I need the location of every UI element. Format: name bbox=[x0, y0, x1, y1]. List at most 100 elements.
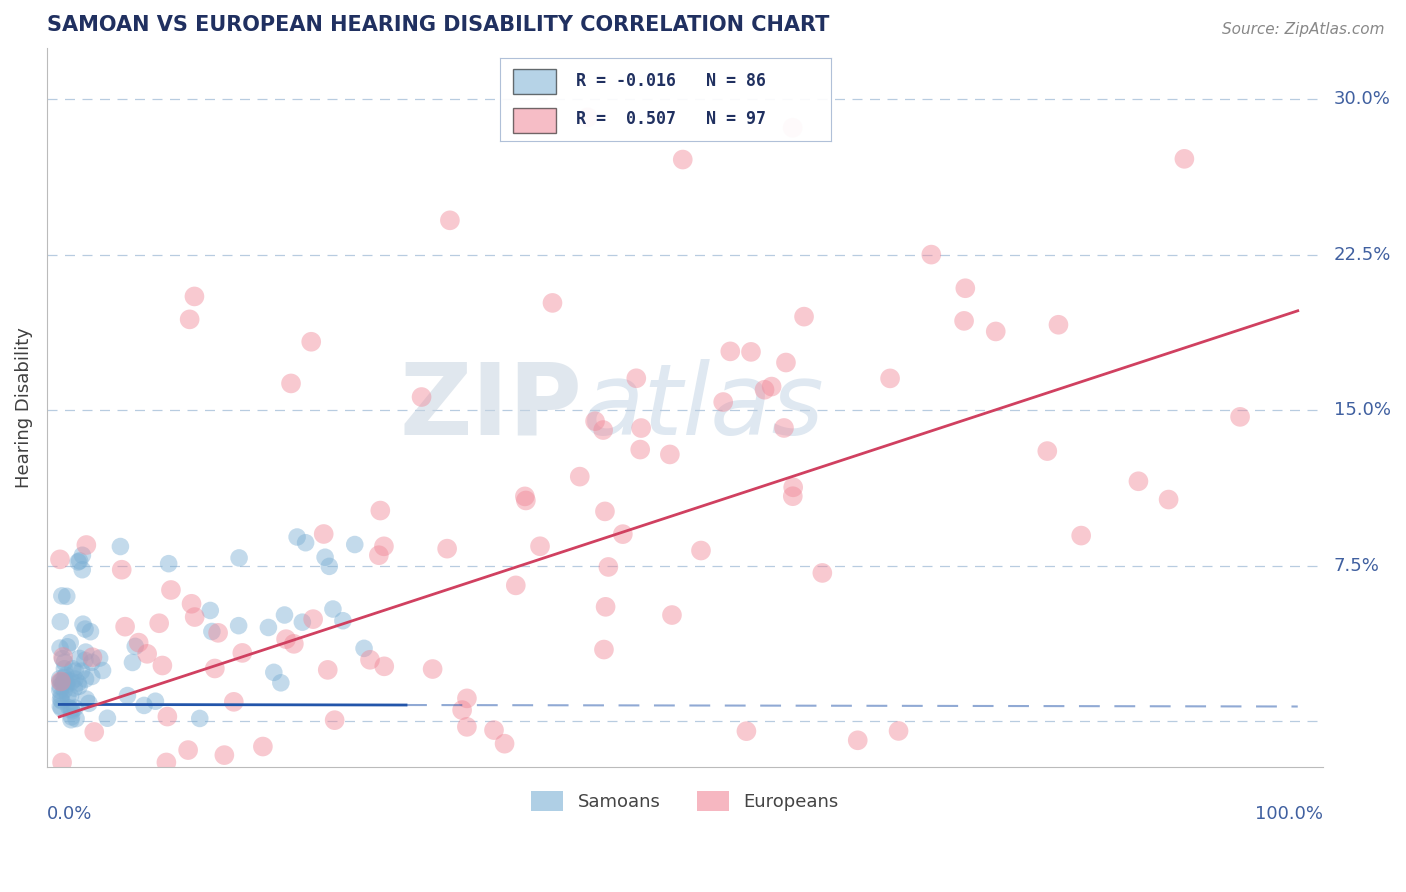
Point bbox=[513, 489, 536, 503]
Point bbox=[51, 756, 73, 770]
Point bbox=[422, 662, 444, 676]
Point bbox=[150, 658, 173, 673]
Point bbox=[222, 695, 245, 709]
Text: 100.0%: 100.0% bbox=[1254, 805, 1323, 823]
Point bbox=[314, 550, 336, 565]
Point bbox=[630, 421, 652, 435]
Point bbox=[183, 289, 205, 303]
Point bbox=[53, 683, 76, 698]
Point bbox=[65, 712, 87, 726]
Point bbox=[353, 641, 375, 656]
Point bbox=[124, 640, 146, 654]
Point bbox=[83, 725, 105, 739]
Point bbox=[793, 310, 815, 324]
Point bbox=[75, 645, 97, 659]
Point bbox=[451, 703, 474, 717]
Point bbox=[299, 334, 322, 349]
Point bbox=[456, 720, 478, 734]
Point bbox=[156, 709, 179, 723]
Point bbox=[283, 637, 305, 651]
Point bbox=[1036, 444, 1059, 458]
Point bbox=[1047, 318, 1070, 332]
Point bbox=[285, 530, 308, 544]
Point bbox=[53, 675, 76, 690]
Point bbox=[373, 539, 395, 553]
Point bbox=[439, 213, 461, 227]
Text: SAMOAN VS EUROPEAN HEARING DISABILITY CORRELATION CHART: SAMOAN VS EUROPEAN HEARING DISABILITY CO… bbox=[46, 15, 830, 35]
Point bbox=[55, 590, 77, 604]
Point bbox=[52, 649, 75, 664]
Point bbox=[55, 668, 77, 682]
Point bbox=[49, 674, 72, 689]
Point bbox=[294, 535, 316, 549]
Text: 7.5%: 7.5% bbox=[1334, 557, 1379, 574]
Point bbox=[63, 672, 86, 686]
Point bbox=[1070, 528, 1092, 542]
Point bbox=[49, 680, 72, 694]
Point bbox=[368, 503, 391, 517]
Point bbox=[160, 582, 183, 597]
Point bbox=[231, 646, 253, 660]
Point bbox=[204, 661, 226, 675]
Point bbox=[67, 555, 90, 569]
Point bbox=[953, 314, 976, 328]
Text: 15.0%: 15.0% bbox=[1334, 401, 1391, 419]
Point bbox=[332, 614, 354, 628]
Point bbox=[49, 689, 72, 703]
Point bbox=[75, 672, 97, 686]
Point bbox=[69, 554, 91, 568]
Point bbox=[145, 694, 167, 708]
Point bbox=[56, 640, 79, 654]
Text: 22.5%: 22.5% bbox=[1334, 246, 1391, 264]
Point bbox=[626, 371, 648, 385]
Point bbox=[740, 344, 762, 359]
Point bbox=[53, 655, 76, 669]
Point bbox=[157, 557, 180, 571]
Point bbox=[62, 662, 84, 676]
Point bbox=[77, 697, 100, 711]
Point bbox=[136, 647, 159, 661]
Point bbox=[56, 690, 79, 704]
Point bbox=[661, 608, 683, 623]
Point bbox=[322, 602, 344, 616]
Point bbox=[75, 692, 97, 706]
Legend: Samoans, Europeans: Samoans, Europeans bbox=[523, 783, 846, 819]
Point bbox=[529, 539, 551, 553]
Point bbox=[775, 355, 797, 369]
Point bbox=[690, 543, 713, 558]
Point bbox=[984, 325, 1007, 339]
Point bbox=[343, 537, 366, 551]
Point bbox=[72, 617, 94, 632]
Point bbox=[80, 669, 103, 683]
Point bbox=[359, 653, 381, 667]
Point bbox=[494, 737, 516, 751]
Point bbox=[200, 603, 222, 617]
Point bbox=[593, 642, 616, 657]
Point bbox=[67, 679, 90, 693]
Point bbox=[75, 538, 97, 552]
Point bbox=[568, 469, 591, 483]
Point bbox=[177, 743, 200, 757]
Point bbox=[155, 756, 177, 770]
Point bbox=[60, 702, 83, 716]
Point bbox=[274, 632, 297, 647]
Point bbox=[592, 423, 614, 437]
Point bbox=[89, 651, 111, 665]
Point bbox=[482, 723, 505, 737]
Point bbox=[576, 111, 599, 125]
Point bbox=[263, 665, 285, 680]
Point bbox=[658, 447, 681, 461]
Point bbox=[257, 620, 280, 634]
Point bbox=[49, 683, 72, 698]
Point bbox=[316, 663, 339, 677]
Text: atlas: atlas bbox=[582, 359, 824, 456]
Point bbox=[63, 701, 86, 715]
Point bbox=[121, 656, 143, 670]
Point bbox=[761, 379, 783, 393]
Point bbox=[52, 651, 75, 665]
Point bbox=[51, 694, 73, 708]
Point bbox=[70, 664, 93, 678]
Point bbox=[436, 541, 458, 556]
Point bbox=[920, 247, 942, 261]
Point bbox=[96, 711, 118, 725]
